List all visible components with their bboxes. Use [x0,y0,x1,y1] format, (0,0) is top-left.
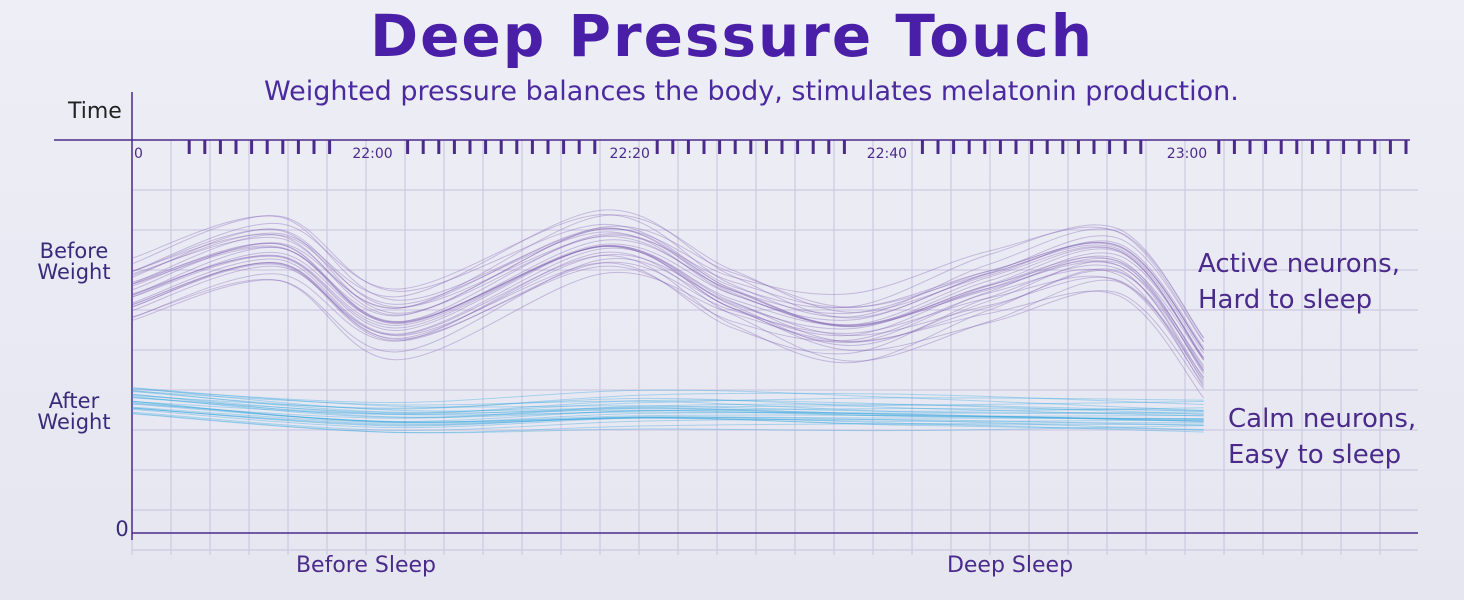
before-weight-line [131,215,1205,342]
time-ticks: 0 22:00 22:20 22:40 23:00 [134,140,1408,162]
before-weight-line [131,245,1205,372]
after-weight-line [131,396,1204,417]
after-weight-line [131,407,1204,433]
time-tick-label: 22:20 [610,146,650,162]
before-weight-line [131,257,1205,390]
before-weight-line [131,239,1205,359]
after-weight-line [131,411,1204,431]
annotation-calm-line2: Easy to sleep [1228,440,1401,470]
chart-subtitle: Weighted pressure balances the body, sti… [264,76,1239,107]
after-weight-line [131,389,1204,413]
phase-deep-sleep: Deep Sleep [947,553,1073,578]
before-weight-line [131,245,1205,369]
after-weight-line [131,395,1204,418]
before-weight-line [131,251,1205,381]
annotation-calm-line1: Calm neurons, [1228,404,1416,434]
after-weight-line [131,412,1204,434]
after-weight-line [131,406,1204,424]
before-weight-line [131,231,1205,354]
after-weight-line [131,408,1204,431]
before-weight-line [131,271,1205,399]
before-weight-line [131,209,1205,343]
after-weight-line [131,387,1204,412]
before-weight-line [131,261,1205,385]
before-weight-line [131,262,1205,383]
after-weight-line [131,393,1204,418]
before-weight-line [131,254,1205,378]
after-weight-line [131,401,1204,423]
after-weight-line [131,397,1204,415]
after-weight-line [131,395,1204,417]
after-weight-series [131,387,1204,434]
y-zero-label: 0 [115,517,128,541]
before-weight-line [131,233,1205,360]
before-weight-line [131,254,1205,379]
before-weight-line [131,228,1205,350]
before-weight-line [131,262,1205,388]
x-axis-label: Time [67,99,122,124]
before-weight-line [131,242,1205,360]
after-weight-line [131,403,1204,423]
before-weight-line [131,214,1205,339]
before-weight-line [131,245,1205,375]
before-weight-line [131,245,1205,366]
before-weight-line [131,228,1205,350]
annotation-active-line1: Active neurons, [1198,249,1400,279]
before-weight-line [131,247,1205,370]
after-weight-line [131,413,1204,434]
after-weight-line [131,388,1204,412]
phase-before-sleep: Before Sleep [296,553,436,578]
annotation-active-line2: Hard to sleep [1198,285,1372,315]
before-weight-label: Before Weight [37,239,110,284]
after-weight-line [131,390,1204,415]
before-weight-line [131,214,1205,348]
grid [54,92,1418,555]
time-tick-label: 0 [134,146,143,162]
after-weight-line [131,407,1204,430]
time-tick-label: 23:00 [1167,146,1207,162]
chart-title: Deep Pressure Touch [369,2,1095,70]
after-weight-label: After Weight [37,389,110,434]
after-weight-line [131,407,1204,426]
before-weight-line [131,246,1205,372]
before-weight-line [131,215,1205,339]
axis-labels: Before Weight After Weight 0 [37,239,128,541]
after-weight-line [131,393,1204,416]
before-weight-line [131,227,1205,358]
after-weight-line [131,402,1204,423]
before-weight-line [131,225,1205,351]
after-weight-line [131,387,1204,412]
before-weight-series [131,209,1205,399]
after-weight-line [131,391,1204,410]
after-weight-line [131,400,1204,423]
after-weight-line [131,400,1204,420]
time-tick-label: 22:00 [352,146,392,162]
before-weight-line [131,228,1205,361]
after-weight-line [131,402,1204,422]
time-tick-label: 22:40 [867,146,907,162]
